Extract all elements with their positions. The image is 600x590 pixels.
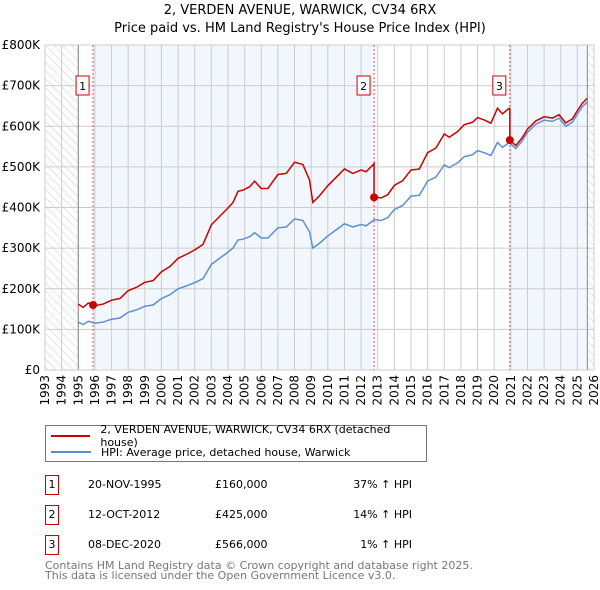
sale-date: 08-DEC-2020 [88, 538, 162, 551]
sale-point-3 [505, 136, 514, 145]
x-tick-label: 2003 [204, 375, 218, 406]
sale-label-1: 1 [79, 80, 86, 93]
sale-price: £566,000 [215, 538, 268, 551]
x-tick-label: 1995 [71, 375, 85, 406]
footer-licence: This data is licensed under the Open Gov… [45, 569, 396, 582]
chart-title: 2, VERDEN AVENUE, WARWICK, CV34 6RX [163, 3, 437, 18]
sale-label-box-2 [356, 75, 371, 96]
x-tick-label: 2009 [304, 375, 318, 406]
legend: 2, VERDEN AVENUE, WARWICK, CV34 6RX (det… [45, 423, 427, 462]
x-tick-label: 2026 [587, 375, 600, 406]
y-tick-label: £0 [25, 363, 40, 377]
sale-label-box-1 [75, 75, 90, 96]
x-tick-label: 1994 [55, 375, 69, 406]
sale-row: 3 08-DEC-2020 £566,000 1% ↑ HPI [45, 535, 445, 555]
sale-number: 2 [45, 505, 59, 525]
x-tick-label: 2021 [504, 375, 518, 406]
x-tick-label: 1998 [121, 375, 135, 406]
legend-label-price: 2, VERDEN AVENUE, WARWICK, CV34 6RX (det… [100, 423, 391, 449]
y-tick-label: £500K [2, 160, 42, 174]
x-tick-label: 2006 [254, 375, 268, 406]
price-line [77, 97, 588, 309]
sale-price: £160,000 [215, 478, 268, 491]
x-tick-label: 2016 [421, 375, 435, 406]
price-chart: £0 £100K £200K £300K £400K £500K £600K £700K £80… [2, 38, 600, 406]
y-tick-label: £100K [2, 322, 42, 336]
plot-border [44, 44, 595, 371]
sale-hpi-diff: 37% ↑ HPI [353, 478, 412, 491]
sale-label-3: 3 [496, 80, 503, 93]
y-tick-label: £300K [2, 241, 42, 255]
x-tick-label: 2013 [371, 375, 385, 406]
x-tick-label: 1996 [88, 375, 102, 406]
sale-hpi-diff: 1% ↑ HPI [360, 538, 412, 551]
x-tick-label: 1997 [105, 375, 119, 406]
footer-copyright: Contains HM Land Registry data © Crown c… [45, 559, 473, 572]
x-tick-label: 2007 [271, 375, 285, 406]
x-tick-label: 1999 [138, 375, 152, 406]
sale-row: 1 20-NOV-1995 £160,000 37% ↑ HPI [45, 475, 445, 495]
x-tick-label: 2019 [471, 375, 485, 406]
x-tick-label: 2020 [487, 375, 501, 406]
sale-label-box-3 [492, 75, 507, 96]
sale-number: 1 [45, 475, 59, 495]
y-tick-label: £400K [2, 201, 42, 215]
x-tick-label: 2024 [554, 375, 568, 406]
sale-label-2: 2 [360, 80, 367, 93]
x-tick-label: 2018 [454, 375, 468, 406]
legend-swatch-price [51, 435, 91, 437]
y-tick-label: £200K [2, 282, 42, 296]
sale-price: £425,000 [215, 508, 268, 521]
x-tick-label: 2011 [337, 375, 351, 406]
x-tick-label: 2010 [321, 375, 335, 406]
x-tick-label: 2004 [221, 375, 235, 406]
y-tick-label: £600K [2, 119, 42, 133]
sale-number: 3 [45, 535, 59, 555]
x-tick-label: 2005 [238, 375, 252, 406]
sale-row: 2 12-OCT-2012 £425,000 14% ↑ HPI [45, 505, 445, 525]
sale-point-2 [370, 193, 379, 202]
sale-date: 12-OCT-2012 [88, 508, 161, 521]
legend-item-hpi: HPI: Average price, detached house, Warw… [51, 445, 351, 459]
x-tick-label: 2002 [188, 375, 202, 406]
x-tick-label: 2025 [570, 375, 584, 406]
y-tick-label: £700K [2, 79, 42, 93]
x-tick-label: 2023 [537, 375, 551, 406]
x-tick-label: 2008 [288, 375, 302, 406]
y-tick-label: £800K [2, 38, 42, 52]
legend-swatch-hpi [51, 451, 91, 453]
legend-label-hpi: HPI: Average price, detached house, Warw… [101, 445, 351, 459]
x-tick-label: 2015 [404, 375, 418, 406]
x-tick-label: 2014 [387, 375, 401, 406]
sale-hpi-diff: 14% ↑ HPI [353, 508, 412, 521]
x-tick-label: 2001 [171, 375, 185, 406]
x-tick-label: 2022 [520, 375, 534, 406]
x-tick-label: 1993 [38, 375, 52, 406]
x-tick-label: 2012 [354, 375, 368, 406]
sale-date: 20-NOV-1995 [88, 478, 162, 491]
chart-subtitle: Price paid vs. HM Land Registry's House … [114, 21, 486, 36]
legend-item-price: 2, VERDEN AVENUE, WARWICK, CV34 6RX (det… [51, 423, 426, 449]
x-tick-label: 2000 [154, 375, 168, 406]
x-tick-label: 2017 [437, 375, 451, 406]
sale-point-1 [89, 301, 98, 309]
